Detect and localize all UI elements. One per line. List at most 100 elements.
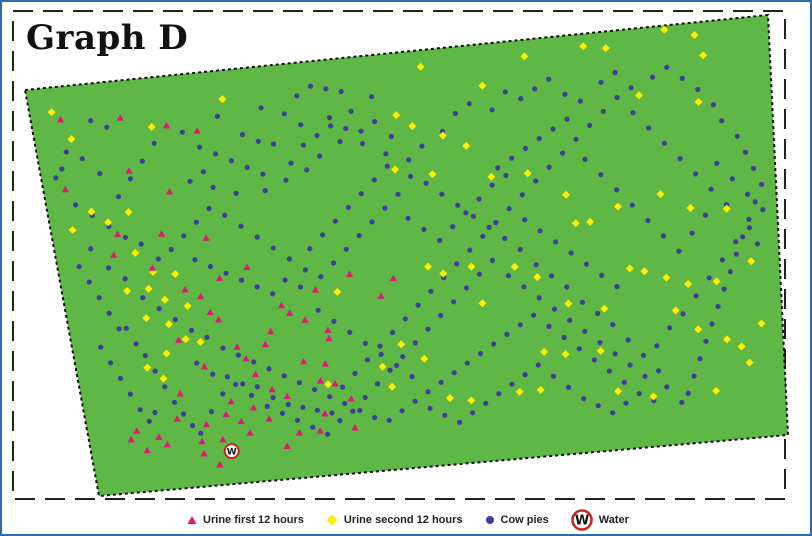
cow-pie-point [746,216,752,222]
water-marker [223,443,240,460]
cow-pie-point [703,338,709,344]
urine-first-point [351,423,359,431]
cow-pie-point [127,391,133,397]
cow-pie-point [210,371,216,377]
cow-pie-point [438,312,444,319]
cow-pie-point [172,316,178,323]
cow-pie-point [562,91,568,97]
cow-pie-point [719,118,725,124]
urine-first-point [277,301,286,309]
cow-pie-point [369,219,375,225]
cow-pie-point [489,107,495,113]
cow-pie-point [140,295,146,301]
cow-pie-point [258,105,264,111]
cow-pie-point [754,241,761,247]
cow-pie-point [310,424,316,430]
cow-pie-point [591,357,598,363]
cow-pie-point [729,176,735,182]
cow-pie-point [519,192,525,198]
urine-second-point [523,169,532,178]
cow-pie-point [536,136,542,142]
cow-pie-point [297,284,304,290]
graph-title: Graph D [26,18,189,58]
urine-second-point [104,218,113,227]
cow-pie-point [359,141,366,147]
urine-second-point [159,374,168,383]
cow-pie-point [331,318,337,324]
cow-pie-point [108,360,114,366]
cow-pie-point [715,303,721,310]
cow-pie-point [630,110,636,116]
urine-first-point [299,357,308,365]
cow-pie-point [606,368,613,374]
legend-item-water: W Water [571,509,629,531]
cow-pie-point [98,344,104,350]
cow-pie-point [450,224,456,230]
cow-pie-point [697,356,703,362]
cow-pie-point [400,354,406,360]
urine-first-point [116,114,124,121]
cow-pie-point [358,128,364,134]
cow-pie-point [378,351,384,357]
cow-pie-point [220,391,226,397]
urine-first-point [176,390,184,397]
cow-pie-point [338,88,344,95]
cow-pie-point [759,181,765,187]
cow-pie-point [723,202,730,208]
cow-pie-point [73,202,79,208]
cow-pie-point [63,149,69,155]
cow-pie-point [719,257,726,263]
cow-pie-point [399,408,405,414]
urine-second-point [424,262,433,271]
cow-pie-point [660,233,667,239]
triangle-icon [187,516,197,524]
cow-pie-point [285,401,291,408]
cow-pie-point [372,414,378,421]
cow-pie-point [179,129,185,135]
urine-first-point [215,274,224,281]
cow-pie-point [307,83,314,89]
cow-pie-point [577,98,583,104]
urine-first-point [268,385,276,393]
cow-pie-point [208,408,214,415]
cow-pie-point [685,390,691,396]
urine-second-point [324,380,333,389]
cow-pie-point [260,171,266,177]
cow-pie-point [427,405,433,411]
cow-pie-point [123,325,129,331]
urine-second-point [712,386,721,395]
urine-first-point [301,316,309,323]
urine-second-point [640,267,649,276]
cow-pie-point [645,217,651,224]
cow-pie-point [326,115,333,121]
cow-pie-point [386,417,392,423]
cow-pie-point [636,391,642,397]
cow-pie-point [676,248,682,254]
cow-pie-point [137,407,143,413]
cow-pie-point [550,373,557,379]
cow-pie-point [629,202,635,208]
cow-pie-point [567,317,573,323]
cow-pie-point [240,381,246,387]
cow-pie-point [325,431,331,437]
cow-pie-point [288,160,294,166]
cow-pie-point [329,410,335,416]
urine-second-point [625,264,634,273]
cow-pie-point [437,237,443,243]
cow-pie-point [382,205,388,211]
diamond-icon [326,514,338,526]
urine-second-point [445,394,454,403]
urine-second-point [162,349,171,358]
cow-pie-point [621,379,627,385]
urine-second-point [171,269,180,278]
cow-pie-point [279,410,286,416]
cow-pie-point [595,310,601,317]
cow-pie-point [155,256,161,262]
cow-pie-point [283,177,289,183]
cow-pie-point [625,337,631,343]
legend: Urine first 12 hours Urine second 12 hou… [2,508,812,532]
urine-second-point [515,387,524,396]
cow-pie-point [171,399,178,405]
cow-pie-point [714,160,720,166]
cow-pie-point [565,384,572,390]
